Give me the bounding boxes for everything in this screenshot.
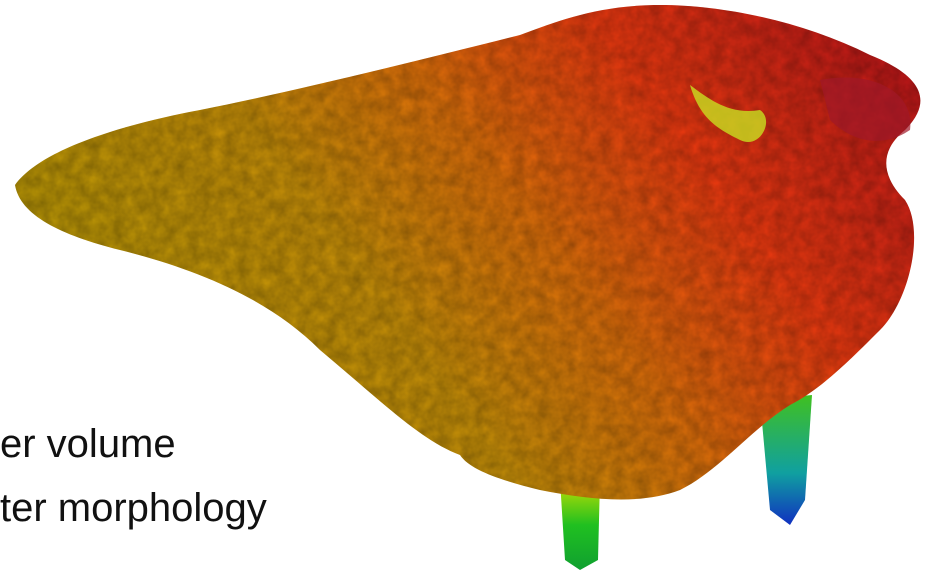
- slide: er volume ter morphology (() => { const …: [0, 0, 938, 573]
- bullet-text: er volume: [0, 424, 176, 464]
- bullet-text: ter morphology: [0, 488, 267, 528]
